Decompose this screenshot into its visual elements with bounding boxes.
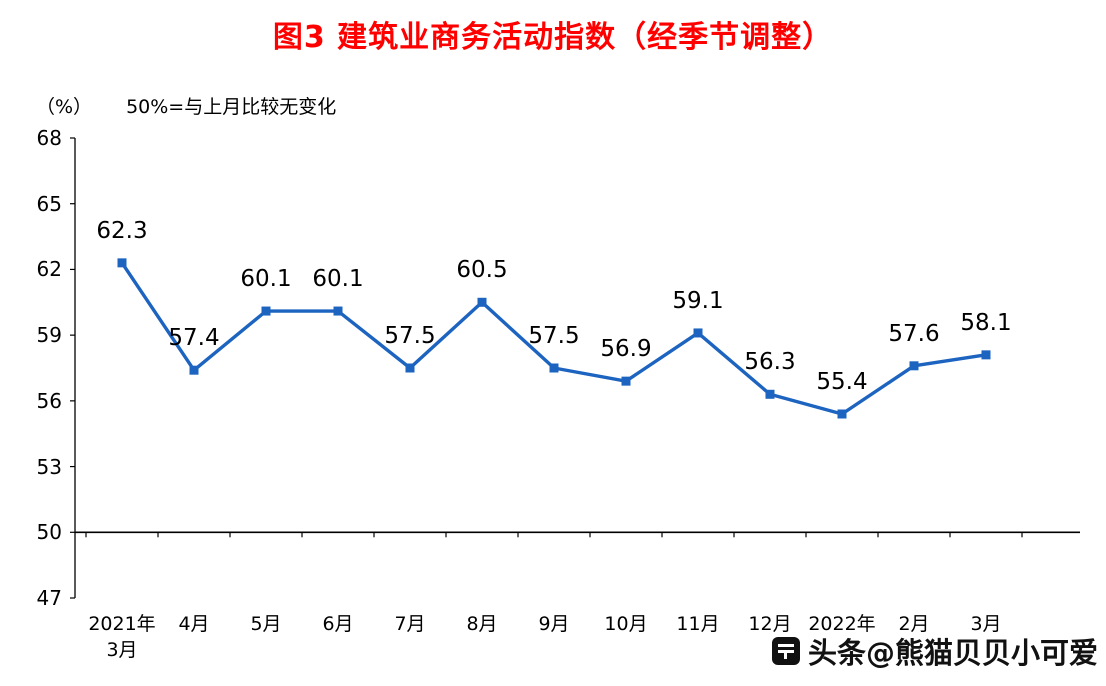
data-point-marker — [477, 297, 487, 307]
data-point-label: 57.4 — [168, 325, 220, 352]
data-point-label: 62.3 — [96, 217, 148, 244]
y-axis-unit-label: （%） — [36, 96, 93, 118]
data-point-marker — [261, 306, 271, 316]
x-axis-tick-label: 4月 — [178, 613, 210, 635]
x-axis-tick-label: 2月 — [898, 613, 930, 635]
data-point-marker — [837, 409, 847, 419]
data-point-label: 60.5 — [456, 257, 508, 284]
y-axis-tick-label: 62 — [36, 257, 62, 282]
x-axis-tick-label: 8月 — [466, 613, 498, 635]
axis-unit-note: （%） 50%=与上月比较无变化 — [36, 92, 336, 119]
watermark-text: 头条@熊猫贝贝小可爱 — [807, 636, 1098, 670]
data-point-marker — [549, 363, 559, 373]
data-point-marker — [189, 365, 199, 375]
x-axis-tick-label: 2022年 — [808, 613, 876, 635]
x-axis-tick-label: 6月 — [322, 613, 354, 635]
data-point-label: 60.1 — [312, 266, 364, 293]
data-point-label: 56.9 — [600, 336, 652, 363]
data-point-marker — [117, 258, 127, 268]
y-axis-tick-label: 47 — [36, 586, 62, 610]
y-axis-tick-label: 59 — [36, 323, 62, 348]
x-axis-tick-label: 7月 — [394, 613, 426, 635]
y-axis-tick-label: 65 — [36, 191, 62, 216]
data-point-label: 57.6 — [888, 320, 940, 347]
x-axis-tick-label: 12月 — [748, 613, 792, 635]
toutiao-logo-icon — [771, 636, 801, 666]
watermark: 头条@熊猫贝贝小可爱 — [771, 630, 1098, 672]
data-point-label: 60.1 — [240, 266, 292, 293]
data-point-marker — [909, 361, 919, 371]
data-point-label: 57.5 — [384, 323, 436, 349]
x-axis-tick-label: 3月 — [970, 613, 1002, 635]
x-axis-tick-label: 5月 — [250, 613, 282, 635]
y-axis-tick-label: 53 — [36, 454, 62, 479]
data-point-marker — [333, 306, 343, 316]
x-axis-tick-label: 2021年 3月 — [88, 613, 156, 661]
y-axis-tick-label: 68 — [36, 126, 62, 150]
x-axis-tick-label: 10月 — [604, 613, 648, 635]
x-axis-tick-label: 11月 — [676, 613, 720, 635]
x-axis-tick-label: 9月 — [538, 613, 570, 635]
data-point-label: 56.3 — [744, 349, 796, 376]
data-point-marker — [765, 389, 775, 399]
baseline-note: 50%=与上月比较无变化 — [126, 96, 337, 118]
page-title: 图3 建筑业商务活动指数（经季节调整） — [272, 20, 834, 55]
data-point-label: 57.5 — [528, 323, 580, 349]
data-point-marker — [981, 350, 991, 360]
data-point-label: 58.1 — [960, 309, 1012, 336]
data-point-marker — [693, 328, 703, 338]
y-axis-tick-label: 56 — [36, 388, 62, 413]
data-point-marker — [405, 363, 415, 373]
data-point-marker — [621, 376, 631, 386]
y-axis-tick-label: 50 — [36, 520, 62, 545]
data-point-label: 59.1 — [672, 287, 724, 314]
data-point-label: 55.4 — [816, 369, 868, 395]
